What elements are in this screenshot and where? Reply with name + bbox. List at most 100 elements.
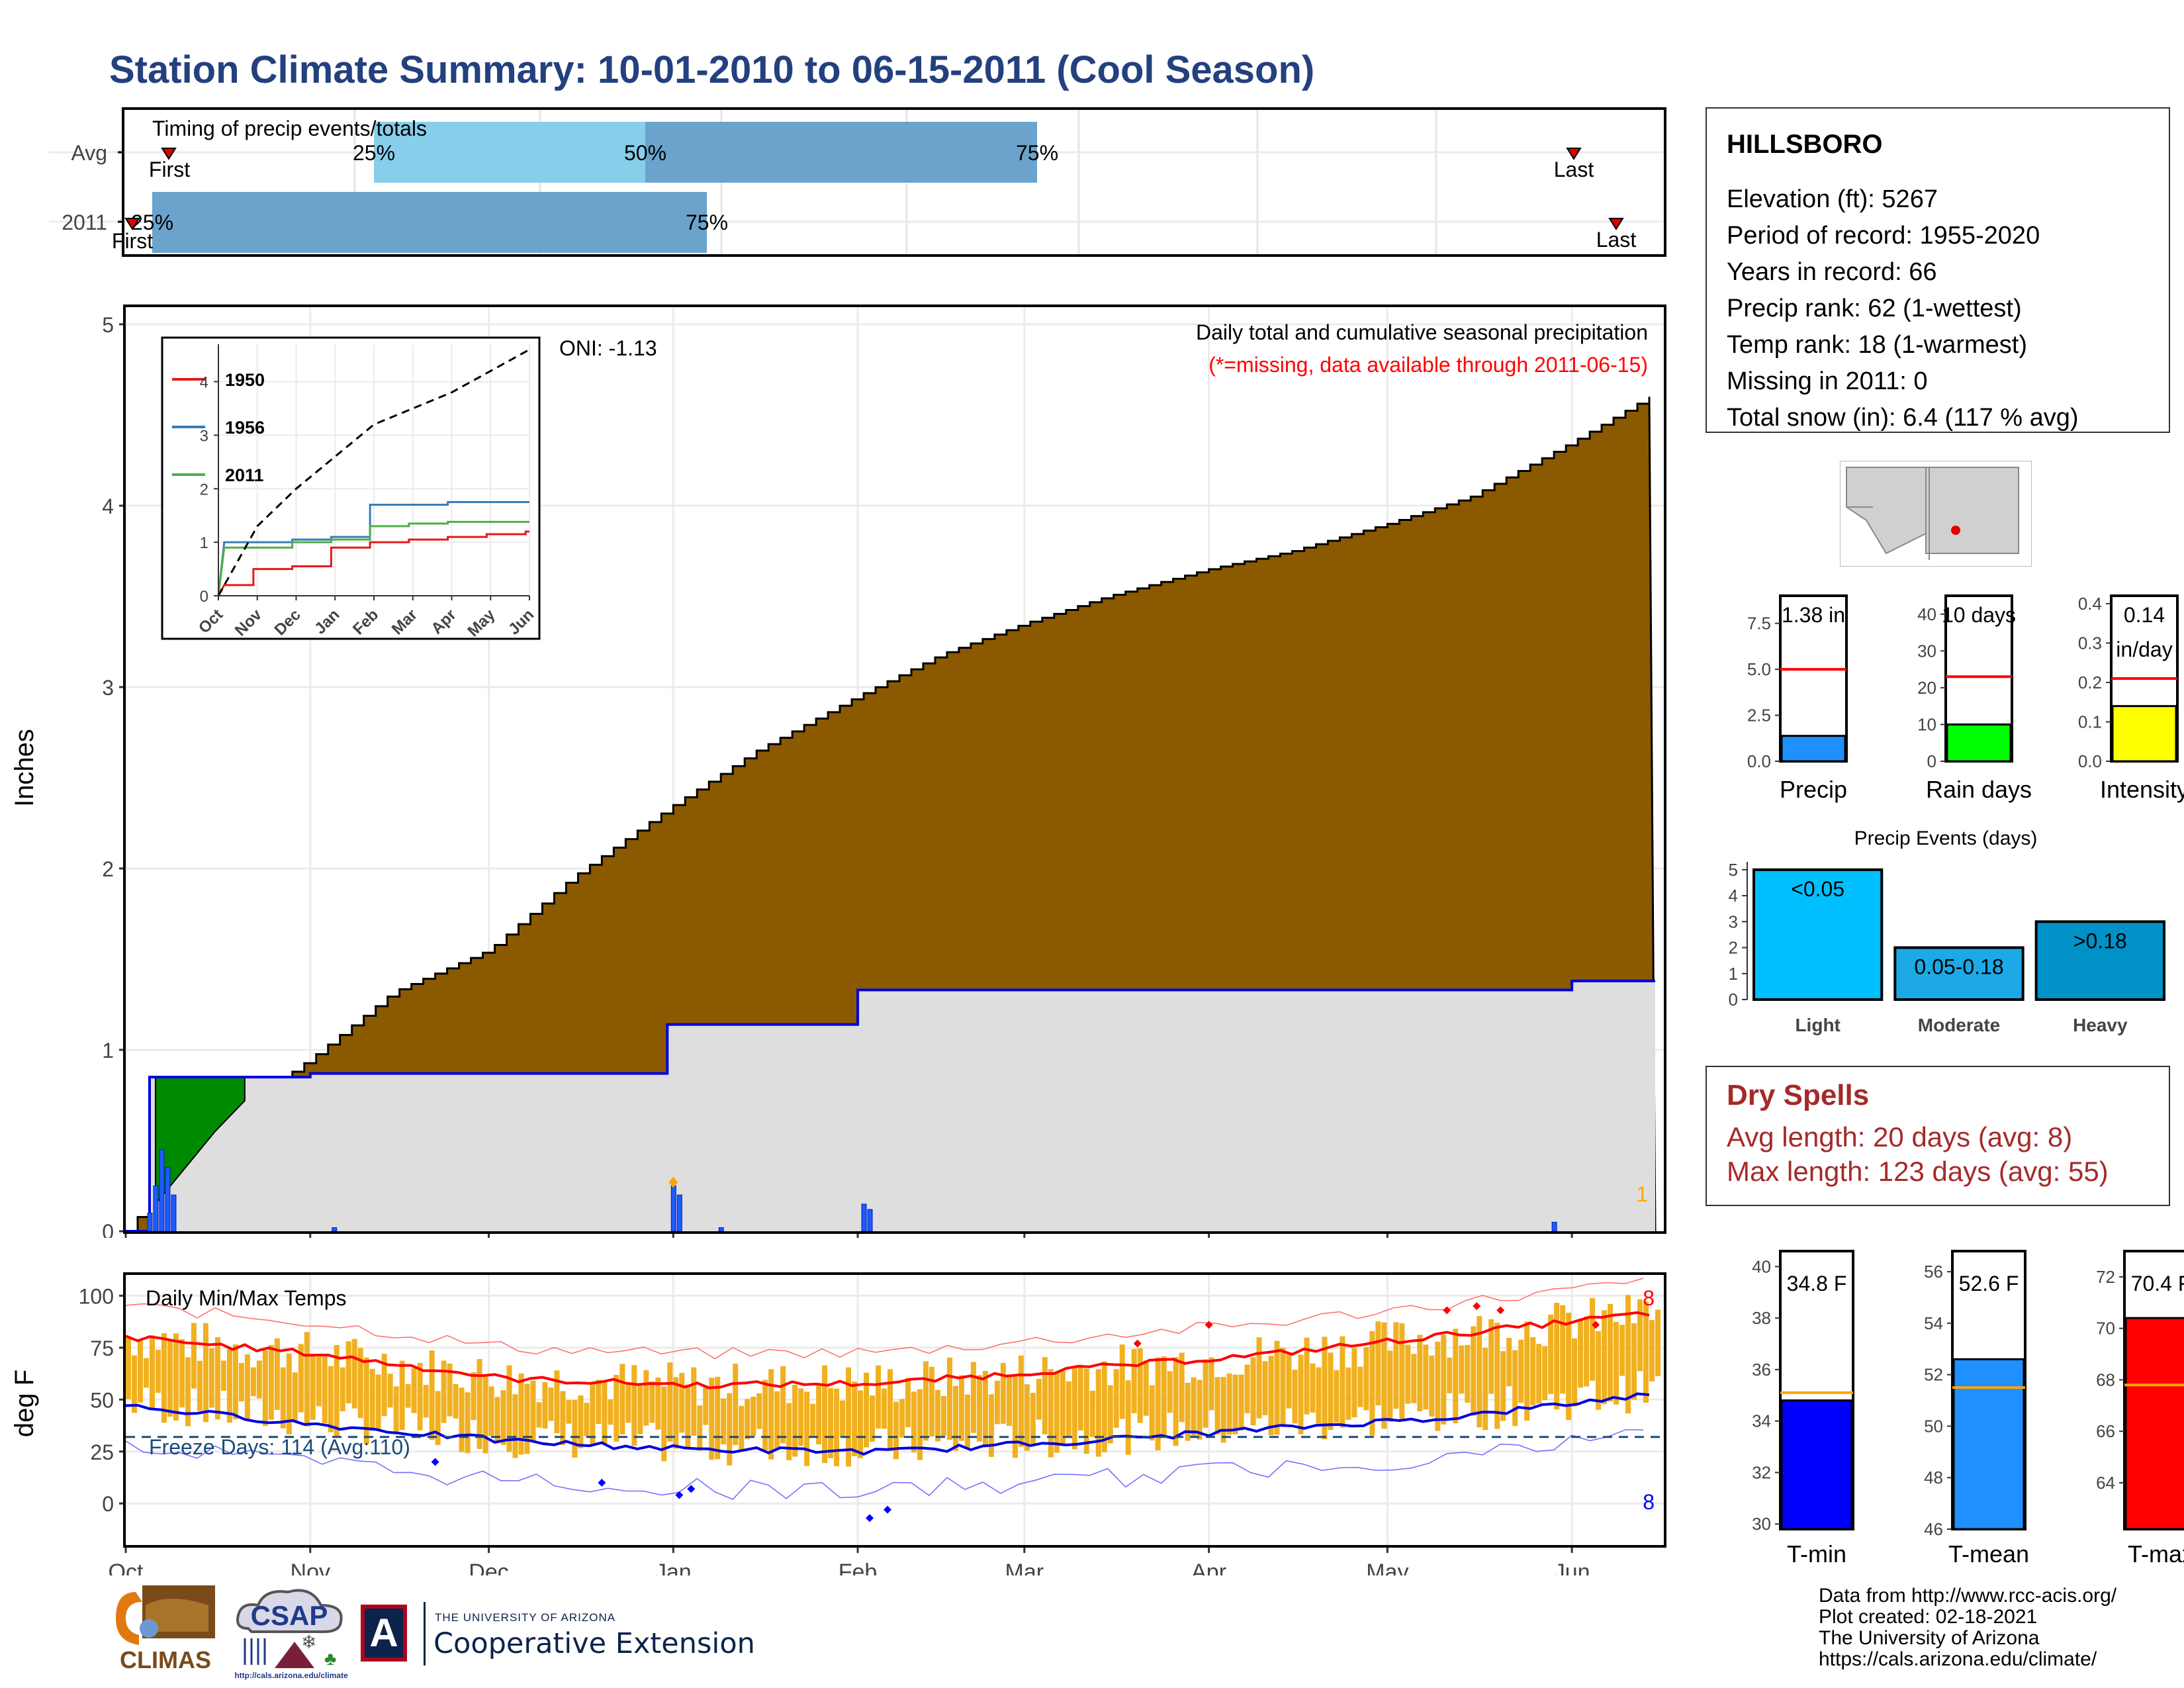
- daily-temp-bar: [631, 1365, 637, 1446]
- daily-temp-bar: [530, 1380, 536, 1442]
- month-tick-label: Nov: [291, 1560, 330, 1575]
- temp-summary-value: 70.4 F: [2131, 1272, 2184, 1295]
- daily-temp-bar: [703, 1386, 709, 1425]
- daily-temp-bar: [1125, 1380, 1131, 1455]
- record-marker: [1205, 1321, 1213, 1329]
- summary-bar-value: 1.38 in: [1782, 603, 1845, 627]
- precip-events-title: Precip Events (days): [1854, 827, 2038, 849]
- daily-temp-bar: [655, 1377, 661, 1430]
- season-precip-area: [126, 980, 1656, 1231]
- daily-temp-bar: [1625, 1295, 1631, 1414]
- station-name: HILLSBORO: [1727, 130, 1883, 159]
- daily-precip-bar: [718, 1227, 724, 1232]
- daily-temp-bar: [494, 1397, 500, 1442]
- daily-precip-bar: [332, 1227, 338, 1232]
- precip-ylabel: Inches: [10, 729, 39, 807]
- precip-y-tick: 1: [102, 1039, 114, 1062]
- daily-temp-bar: [512, 1394, 518, 1458]
- temp-summary-tick: 32: [1752, 1462, 1771, 1482]
- daily-temp-bar: [1512, 1350, 1518, 1427]
- daily-temp-bar: [1191, 1377, 1197, 1437]
- daily-temp-bar: [232, 1344, 238, 1419]
- daily-temp-bar: [614, 1374, 619, 1442]
- precip-y-tick: 2: [102, 857, 114, 881]
- daily-temp-bar: [137, 1340, 143, 1403]
- summary-bar-value: 0.14: [2124, 603, 2165, 627]
- daily-temp-bar: [792, 1384, 798, 1457]
- daily-temp-bar: [536, 1402, 542, 1428]
- daily-temp-bar: [1351, 1348, 1357, 1418]
- daily-temp-bar: [423, 1385, 429, 1418]
- record-marker: [431, 1458, 439, 1466]
- daily-temp-bar: [1089, 1390, 1095, 1437]
- temp-ylabel: deg F: [10, 1370, 39, 1437]
- daily-temp-bar: [375, 1374, 381, 1430]
- daily-temp-bar: [280, 1367, 286, 1429]
- daily-temp-bar: [1631, 1323, 1637, 1400]
- daily-temp-bar: [864, 1372, 870, 1448]
- daily-temp-bar: [1161, 1356, 1167, 1438]
- daily-temp-bar: [923, 1361, 929, 1441]
- daily-temp-bar: [661, 1386, 667, 1462]
- record-marker: [675, 1491, 684, 1499]
- daily-temp-bar: [208, 1348, 214, 1408]
- y2011-first-marker: [124, 218, 140, 230]
- daily-temp-bar: [946, 1357, 952, 1440]
- daily-temp-bar: [739, 1405, 745, 1450]
- temp-summary-fill: [1952, 1358, 2025, 1530]
- inset-legend: 1950 1956 2011: [172, 370, 265, 485]
- precip-events-chart: Precip Events (days) 0 1 2 3 4 5 <0.05 Light 0.0…: [1729, 827, 2166, 1035]
- daily-temp-bar: [1280, 1348, 1286, 1427]
- csap-url: http://cals.arizona.edu/climate: [234, 1671, 348, 1680]
- daily-temp-bar: [453, 1383, 459, 1419]
- daily-temp-bar: [506, 1365, 512, 1452]
- summary-bar-value-unit: in/day: [2116, 637, 2172, 661]
- daily-temp-bar: [477, 1359, 482, 1449]
- daily-temp-bar: [1643, 1301, 1649, 1403]
- daily-temp-bar: [1304, 1337, 1310, 1415]
- daily-temp-bar: [1471, 1326, 1477, 1416]
- daily-temp-bar: [1340, 1336, 1345, 1428]
- daily-temp-bar: [762, 1380, 768, 1450]
- temp-rank: Temp rank: 18 (1-warmest): [1727, 331, 2028, 359]
- daily-temp-bar: [649, 1381, 655, 1423]
- years-in-record: Years in record: 66: [1727, 258, 1937, 286]
- daily-temp-bar: [1119, 1344, 1125, 1419]
- daily-temp-bar: [952, 1385, 958, 1451]
- events-y-tick: 0: [1729, 990, 1738, 1009]
- dry-spells-details: Avg length: 20 days (avg: 8) Max length:…: [1727, 1120, 2109, 1189]
- record-marker: [866, 1514, 874, 1523]
- event-category-label: Light: [1795, 1015, 1840, 1035]
- daily-temp-bar: [1536, 1344, 1542, 1404]
- daily-temp-bar: [934, 1389, 940, 1442]
- daily-temp-bar: [1393, 1322, 1399, 1409]
- daily-temp-bar: [1036, 1379, 1042, 1420]
- daily-temp-bar: [203, 1323, 208, 1423]
- inset-y-tick: 0: [200, 588, 208, 606]
- daily-temp-bar: [441, 1360, 447, 1423]
- daily-temp-bar: [1608, 1303, 1614, 1402]
- daily-temp-bar: [1399, 1323, 1405, 1420]
- daily-temp-bar: [1203, 1359, 1208, 1428]
- event-bar: [2034, 920, 2166, 1001]
- precip-y-axis: 0 1 2 3 4 5: [102, 313, 1573, 1238]
- daily-temp-bar: [1101, 1361, 1107, 1452]
- daily-temp-bar: [852, 1382, 858, 1456]
- y2011-iqr-bar: [152, 192, 707, 253]
- svg-text:❄: ❄: [301, 1632, 316, 1652]
- daily-temp-bar: [250, 1367, 256, 1397]
- daily-temp-bar: [1328, 1352, 1334, 1430]
- daily-temp-bar: [685, 1384, 691, 1447]
- daily-temp-bar: [1441, 1335, 1447, 1425]
- daily-precip-bar: [1551, 1221, 1557, 1232]
- daily-temp-bar: [1083, 1368, 1089, 1454]
- daily-temp-bar: [643, 1370, 649, 1426]
- daily-temp-bar: [1006, 1376, 1012, 1427]
- temp-summary-tick: 46: [1924, 1519, 1943, 1539]
- daily-temp-bar: [1077, 1364, 1083, 1431]
- daily-temp-bar: [637, 1383, 643, 1434]
- daily-temp-bar: [745, 1399, 751, 1440]
- daily-temp-bar: [697, 1405, 703, 1451]
- daily-temp-bar: [858, 1390, 864, 1458]
- temp-summary-tick: 68: [2096, 1370, 2115, 1389]
